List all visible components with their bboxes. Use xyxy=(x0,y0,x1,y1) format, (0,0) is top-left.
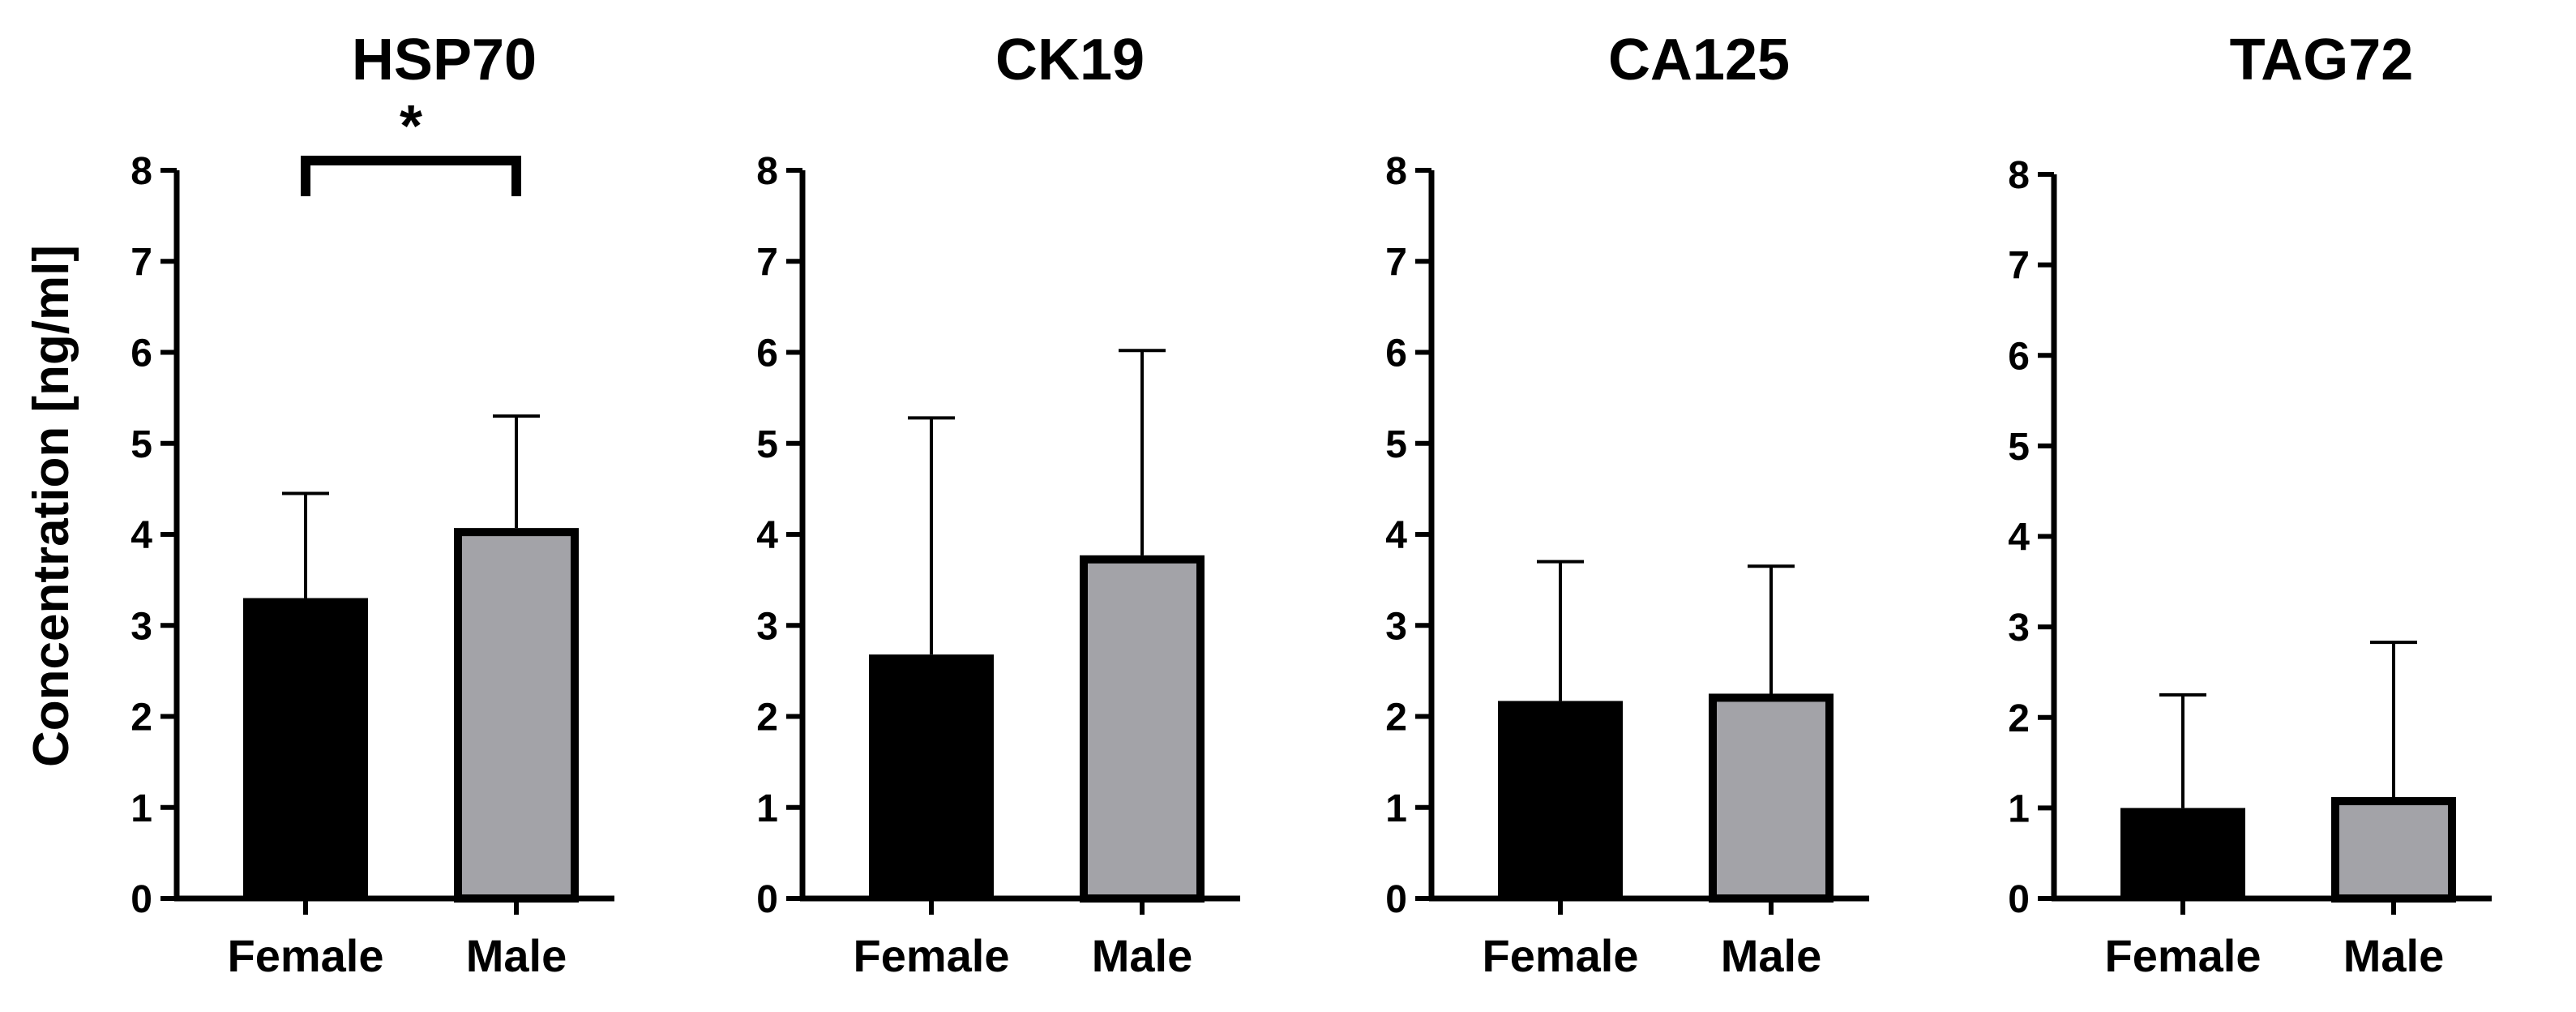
y-tick-label: 3 xyxy=(756,605,778,648)
significance-bracket xyxy=(301,156,521,196)
y-tick-label: 2 xyxy=(2008,697,2030,740)
bar-female xyxy=(1498,701,1623,898)
y-tick-label: 2 xyxy=(1385,697,1407,740)
y-tick-label: 8 xyxy=(756,150,778,193)
panel-title: HSP70 xyxy=(352,28,537,92)
y-tick-label: 5 xyxy=(2008,426,2030,469)
panel-hsp70: HSP70 0 1 2 3 4 5 6 7 8 Female Male * xyxy=(131,28,614,981)
y-tick-label: 1 xyxy=(131,787,152,830)
y-tick-label: 8 xyxy=(131,150,152,193)
panel-title: TAG72 xyxy=(2230,28,2414,92)
x-category-label: Female xyxy=(228,930,384,981)
y-tick-label: 4 xyxy=(2008,517,2030,560)
y-tick-label: 3 xyxy=(1385,605,1407,648)
y-tick-label: 0 xyxy=(756,878,778,921)
y-tick-label: 8 xyxy=(1385,150,1407,193)
bar-female xyxy=(2120,808,2245,898)
bar-male xyxy=(1080,555,1205,903)
panel-ck19: CK19 0 1 2 3 4 5 6 7 8 Female Male xyxy=(756,28,1240,981)
y-tick-label: 8 xyxy=(2008,154,2030,197)
y-tick-label: 7 xyxy=(2008,245,2030,288)
bar-male xyxy=(2331,796,2456,903)
x-category-label: Male xyxy=(2343,930,2445,981)
bar-female xyxy=(243,598,368,898)
panel-title: CK19 xyxy=(995,28,1145,92)
y-tick-label: 3 xyxy=(2008,607,2030,650)
y-tick-label: 5 xyxy=(1385,423,1407,466)
x-category-label: Male xyxy=(1092,930,1193,981)
y-tick-label: 1 xyxy=(756,787,778,830)
y-tick-label: 0 xyxy=(1385,878,1407,921)
panel-ca125: CA125 0 1 2 3 4 5 6 7 8 Female Male xyxy=(1385,28,1869,981)
bar-male xyxy=(1709,693,1834,903)
y-axis-label: Concentration [ng/ml] xyxy=(24,245,79,767)
chart-panels: HSP70 0 1 2 3 4 5 6 7 8 Female Male * CK19 0 1 2 3 4 5 6 7 8 Fe… xyxy=(131,28,2492,981)
y-tick-label: 6 xyxy=(2008,335,2030,378)
y-tick-label: 7 xyxy=(756,241,778,284)
y-tick-label: 0 xyxy=(2008,878,2030,921)
panel-title: CA125 xyxy=(1608,28,1790,92)
y-tick-label: 1 xyxy=(1385,787,1407,830)
y-tick-label: 6 xyxy=(1385,332,1407,375)
y-tick-label: 2 xyxy=(756,697,778,740)
y-tick-label: 7 xyxy=(131,241,152,284)
bar-male xyxy=(454,528,579,903)
bar-female xyxy=(869,654,994,898)
x-category-label: Male xyxy=(1721,930,1822,981)
y-tick-label: 3 xyxy=(131,605,152,648)
y-tick-label: 2 xyxy=(131,697,152,740)
significance-label: * xyxy=(400,94,422,159)
y-tick-label: 7 xyxy=(1385,241,1407,284)
y-tick-label: 5 xyxy=(131,423,152,466)
x-category-label: Female xyxy=(2105,930,2261,981)
y-tick-label: 5 xyxy=(756,423,778,466)
y-tick-label: 4 xyxy=(756,514,778,557)
x-category-label: Female xyxy=(854,930,1010,981)
x-category-label: Female xyxy=(1483,930,1639,981)
y-tick-label: 1 xyxy=(2008,787,2030,830)
y-tick-label: 6 xyxy=(756,332,778,375)
panel-tag72: TAG72 0 1 2 3 4 5 6 7 8 Female Male xyxy=(2008,28,2492,981)
x-category-label: Male xyxy=(466,930,567,981)
y-tick-label: 4 xyxy=(131,514,152,557)
y-tick-label: 4 xyxy=(1385,514,1407,557)
y-tick-label: 0 xyxy=(131,878,152,921)
y-tick-label: 6 xyxy=(131,332,152,375)
